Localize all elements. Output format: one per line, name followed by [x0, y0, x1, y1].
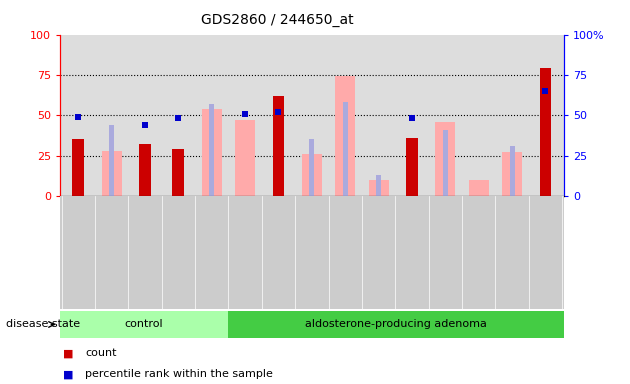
Text: percentile rank within the sample: percentile rank within the sample [85, 369, 273, 379]
Bar [173, 149, 184, 196]
Bar [406, 138, 418, 196]
Bar [202, 109, 222, 196]
Bar [540, 68, 551, 196]
Bar [435, 122, 455, 196]
Bar [209, 104, 214, 196]
Text: disease state: disease state [6, 319, 81, 329]
Text: ■: ■ [63, 348, 74, 358]
Bar [72, 139, 84, 196]
Bar [469, 180, 489, 196]
Bar [376, 175, 381, 196]
Text: count: count [85, 348, 117, 358]
Bar [273, 96, 284, 196]
Bar [510, 146, 515, 196]
Text: GDS2860 / 244650_at: GDS2860 / 244650_at [201, 13, 353, 27]
Bar [369, 180, 389, 196]
Bar [343, 102, 348, 196]
Text: aldosterone-producing adenoma: aldosterone-producing adenoma [305, 319, 487, 329]
Bar [235, 120, 255, 196]
Bar [443, 130, 448, 196]
Text: ■: ■ [63, 369, 74, 379]
Bar [302, 154, 322, 196]
Bar [502, 152, 522, 196]
Bar [139, 144, 151, 196]
Bar [335, 76, 355, 196]
Text: control: control [125, 319, 163, 329]
Bar [101, 151, 122, 196]
Bar [309, 139, 314, 196]
Bar [109, 125, 114, 196]
